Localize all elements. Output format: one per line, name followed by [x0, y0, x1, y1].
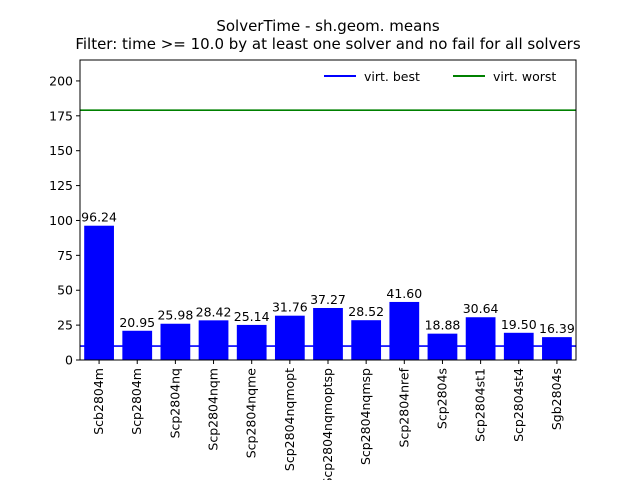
y-tick-label: 0 — [65, 353, 73, 368]
bar-value-label: 25.14 — [234, 309, 270, 324]
chart-title: SolverTime - sh.geom. means — [216, 17, 440, 35]
bar-value-label: 30.64 — [463, 301, 499, 316]
y-tick-label: 200 — [49, 73, 73, 88]
y-tick-label: 50 — [57, 283, 73, 298]
bar-scp2804nqmsp — [351, 320, 382, 360]
bar-scp2804nq — [160, 323, 191, 360]
bar-scp2804nref — [389, 301, 420, 360]
x-tick-label: Scp2804nref — [396, 367, 411, 447]
x-tick-label: Scp2804m — [129, 368, 144, 435]
bar-value-label: 25.98 — [157, 308, 193, 323]
chart-subtitle: Filter: time >= 10.0 by at least one sol… — [75, 35, 581, 53]
axes-frame — [79, 59, 577, 361]
bar-value-label: 41.60 — [386, 286, 422, 301]
plot-area: 96.24 Scb2804m 20.95 Scp2804m 25.98 Scp2804nq… — [49, 59, 577, 480]
x-tick-label: Scp2804nqm — [206, 368, 221, 451]
y-tick-label: 100 — [49, 213, 73, 228]
bar-value-label: 18.88 — [425, 318, 461, 333]
bar-scb2804m — [84, 225, 114, 360]
bar-scp2804nqme — [236, 324, 267, 360]
x-tick-label: Scb2804m — [91, 368, 106, 435]
bar-value-label: 16.39 — [539, 321, 575, 336]
bar-value-label: 37.27 — [310, 292, 346, 307]
bar-value-label: 20.95 — [119, 315, 155, 330]
x-tick-label: Scp2804nq — [167, 368, 182, 438]
x-tick-label: Scp2804st4 — [511, 368, 526, 442]
x-tick-label: Scp2804nqmopt — [282, 368, 297, 471]
bar-value-label: 28.42 — [196, 304, 232, 319]
y-tick-label: 175 — [49, 108, 73, 123]
bar-scp2804nqm — [198, 320, 229, 360]
x-tick-label: Scp2804nqmsp — [358, 368, 373, 465]
legend: virt. best virt. worst — [324, 69, 556, 84]
y-tick-label: 150 — [49, 143, 73, 158]
bar-value-label: 96.24 — [81, 210, 117, 225]
bar-value-label: 28.52 — [348, 304, 384, 319]
legend-label-virt-best: virt. best — [364, 69, 420, 84]
bar-scp2804nqmopt — [274, 315, 305, 360]
bar-scp2804nqmoptsp — [313, 307, 343, 360]
bar-scp2804st1 — [465, 317, 496, 360]
x-tick-label: Scp2804nqmoptsp — [320, 368, 335, 480]
bar-value-label: 31.76 — [272, 300, 308, 315]
y-tick-label: 25 — [57, 318, 73, 333]
y-tick-label: 75 — [57, 248, 73, 263]
y-tick-label: 125 — [49, 178, 73, 193]
x-tick-label: Scp2804st1 — [473, 368, 488, 442]
bar-value-label: 19.50 — [501, 317, 537, 332]
legend-label-virt-worst: virt. worst — [493, 69, 556, 84]
x-tick-label: Sgb2804s — [549, 368, 564, 430]
bar-sgb2804s — [542, 337, 572, 360]
x-tick-label: Scp2804s — [434, 368, 449, 429]
x-tick-label: Scp2804nqme — [244, 368, 259, 459]
